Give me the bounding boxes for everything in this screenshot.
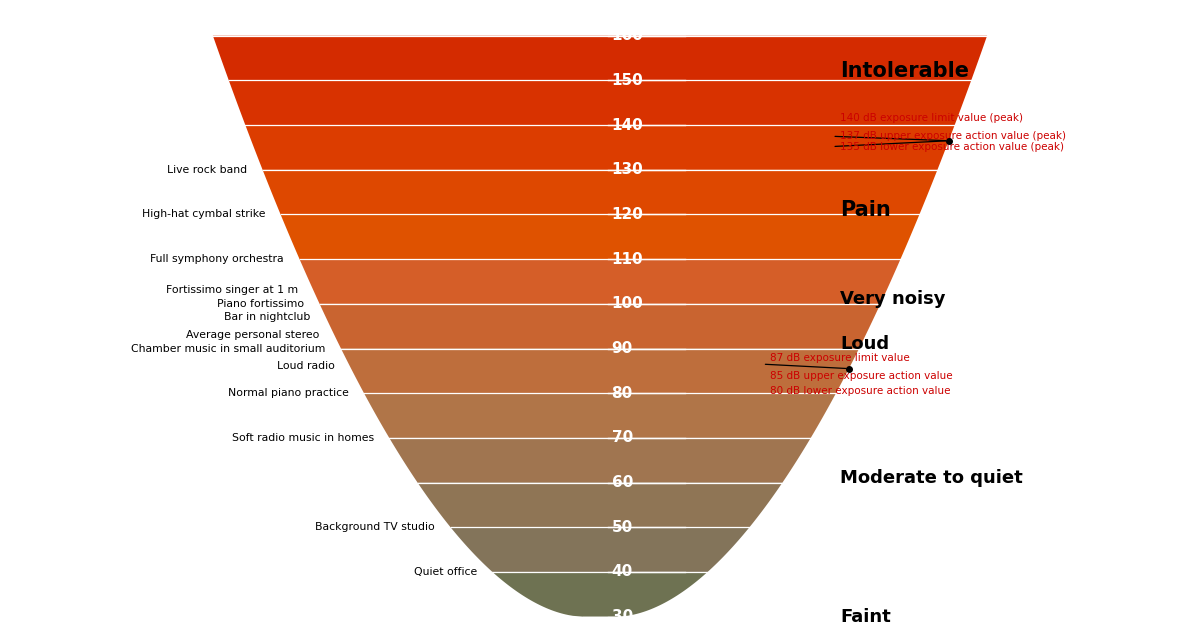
Text: Very noisy: Very noisy [840, 290, 946, 308]
Text: 50: 50 [612, 520, 632, 535]
Text: 70: 70 [612, 430, 632, 445]
Polygon shape [319, 304, 881, 348]
Polygon shape [212, 36, 988, 81]
Text: Live rock band: Live rock band [167, 165, 247, 175]
Text: Pain: Pain [840, 200, 890, 220]
Polygon shape [300, 259, 900, 304]
Text: 137 dB upper exposure action value (peak): 137 dB upper exposure action value (peak… [840, 131, 1066, 141]
Text: 150: 150 [612, 73, 643, 88]
Text: 135 dB lower exposure action value (peak): 135 dB lower exposure action value (peak… [840, 142, 1064, 152]
Text: Faint: Faint [840, 607, 890, 626]
Polygon shape [418, 483, 782, 527]
Text: Chamber music in small auditorium: Chamber music in small auditorium [131, 343, 325, 353]
Text: Piano fortissimo: Piano fortissimo [217, 299, 304, 309]
Text: Moderate to quiet: Moderate to quiet [840, 469, 1022, 487]
Polygon shape [281, 214, 919, 259]
Text: Fortissimo singer at 1 m: Fortissimo singer at 1 m [166, 285, 298, 295]
Text: 100: 100 [612, 296, 643, 311]
Polygon shape [229, 81, 971, 125]
Text: 30: 30 [612, 609, 632, 624]
Polygon shape [492, 572, 708, 617]
Text: Full symphony orchestra: Full symphony orchestra [150, 254, 284, 264]
Text: 85 dB upper exposure action value: 85 dB upper exposure action value [770, 371, 953, 381]
Text: Intolerable: Intolerable [840, 62, 970, 81]
Text: 160: 160 [612, 28, 643, 43]
Text: 80 dB lower exposure action value: 80 dB lower exposure action value [770, 386, 950, 396]
Text: 80: 80 [612, 386, 632, 401]
Text: 60: 60 [612, 475, 632, 490]
Polygon shape [245, 125, 955, 170]
Polygon shape [263, 170, 937, 214]
Text: Loud radio: Loud radio [276, 362, 335, 371]
Text: High-hat cymbal strike: High-hat cymbal strike [142, 209, 265, 219]
Text: Bar in nightclub: Bar in nightclub [224, 312, 311, 322]
Text: 110: 110 [612, 251, 643, 266]
Text: Average personal stereo: Average personal stereo [186, 330, 319, 340]
Polygon shape [341, 348, 859, 393]
Text: Quiet office: Quiet office [414, 567, 476, 577]
Text: 87 dB exposure limit value: 87 dB exposure limit value [770, 353, 910, 363]
Text: Loud: Loud [840, 335, 889, 353]
Text: Soft radio music in homes: Soft radio music in homes [232, 433, 373, 443]
Text: 90: 90 [612, 341, 632, 356]
Polygon shape [389, 438, 811, 483]
Text: Normal piano practice: Normal piano practice [228, 388, 348, 398]
Text: Background TV studio: Background TV studio [316, 522, 436, 532]
Text: 140: 140 [612, 118, 643, 132]
Polygon shape [450, 527, 750, 572]
Text: 140 dB exposure limit value (peak): 140 dB exposure limit value (peak) [840, 113, 1022, 123]
Polygon shape [364, 393, 836, 438]
Text: 130: 130 [612, 163, 643, 177]
Text: 120: 120 [612, 207, 643, 222]
Text: 40: 40 [612, 564, 632, 580]
